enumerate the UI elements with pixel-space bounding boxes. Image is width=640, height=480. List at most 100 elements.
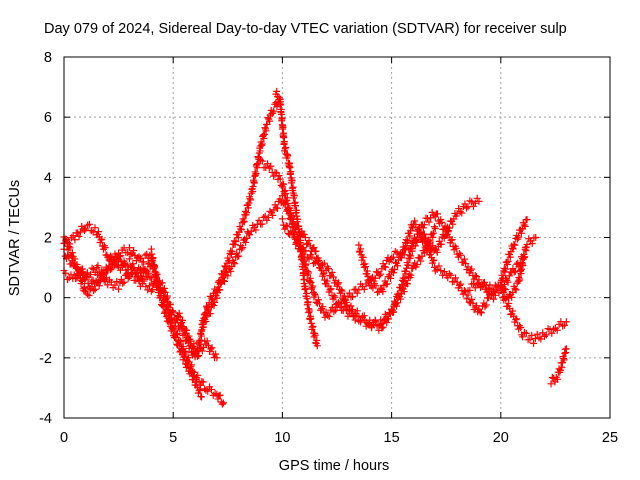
data-point (130, 246, 138, 254)
data-point (404, 237, 412, 245)
data-point (240, 218, 248, 226)
data-point (411, 217, 419, 225)
data-point (231, 260, 239, 268)
data-point (526, 335, 534, 343)
data-point (166, 301, 174, 309)
data-point (373, 322, 381, 330)
data-point (234, 234, 242, 242)
data-point (328, 268, 336, 276)
data-point (550, 325, 558, 333)
data-point (149, 254, 157, 262)
data-point (347, 293, 355, 301)
data-point (359, 253, 367, 261)
data-point (450, 277, 458, 285)
data-point (542, 331, 550, 339)
data-point (292, 202, 300, 210)
data-point (184, 360, 192, 368)
data-point (506, 253, 514, 261)
data-point (343, 301, 351, 309)
data-point (213, 354, 221, 362)
data-point (424, 241, 432, 249)
data-point (357, 245, 365, 253)
data-point (291, 234, 299, 242)
data-point (119, 279, 127, 287)
data-point (207, 385, 215, 393)
data-point (337, 286, 345, 294)
data-point (279, 123, 287, 131)
data-point (298, 251, 306, 259)
data-point (539, 329, 547, 337)
data-point (437, 267, 445, 275)
data-point (473, 194, 481, 202)
data-point (66, 244, 74, 252)
data-point (306, 277, 314, 285)
data-point (422, 234, 430, 242)
data-point (330, 292, 338, 300)
data-point (247, 227, 255, 235)
data-point (331, 293, 339, 301)
data-marks (60, 87, 570, 408)
data-point (512, 316, 520, 324)
data-point (509, 245, 517, 253)
data-point (193, 378, 201, 386)
data-point (306, 274, 314, 282)
data-point (468, 198, 476, 206)
data-point (512, 286, 520, 294)
data-point (82, 287, 90, 295)
data-point (447, 236, 455, 244)
data-point (311, 331, 319, 339)
data-point (308, 284, 316, 292)
data-point (249, 183, 257, 191)
data-point (190, 373, 198, 381)
data-point (160, 288, 168, 296)
data-point (355, 241, 363, 249)
data-point (301, 261, 309, 269)
data-point (456, 282, 464, 290)
data-point (341, 292, 349, 300)
data-point (471, 272, 479, 280)
data-point (353, 307, 361, 315)
data-point (216, 391, 224, 399)
data-point (261, 212, 269, 220)
data-point (108, 265, 116, 273)
data-point (404, 261, 412, 269)
data-point (483, 288, 491, 296)
data-point (196, 386, 204, 394)
data-point (430, 256, 438, 264)
data-point (431, 224, 439, 232)
data-point (174, 338, 182, 346)
data-point (243, 234, 251, 242)
data-point (304, 298, 312, 306)
data-point (76, 268, 84, 276)
data-point (372, 282, 380, 290)
data-point (406, 232, 414, 240)
data-point (266, 207, 274, 215)
data-point (121, 259, 129, 267)
data-point (100, 275, 108, 283)
data-point (521, 253, 529, 261)
data-point (448, 236, 456, 244)
data-point (309, 322, 317, 330)
data-point (246, 231, 254, 239)
data-point (464, 263, 472, 271)
data-point (135, 253, 143, 261)
data-point (548, 329, 556, 337)
data-point (262, 127, 270, 135)
data-point (73, 260, 81, 268)
data-point (207, 345, 215, 353)
data-point (562, 318, 570, 326)
data-point (214, 395, 222, 403)
data-point (468, 295, 476, 303)
data-point (447, 271, 455, 279)
data-point (430, 223, 438, 231)
data-point (235, 252, 243, 260)
series-track-12 (497, 215, 531, 290)
data-point (227, 267, 235, 275)
data-point (126, 244, 134, 252)
data-point (294, 215, 302, 223)
data-point (142, 283, 150, 291)
data-point (97, 236, 105, 244)
data-point (379, 260, 387, 268)
data-point (347, 302, 355, 310)
data-point (178, 345, 186, 353)
